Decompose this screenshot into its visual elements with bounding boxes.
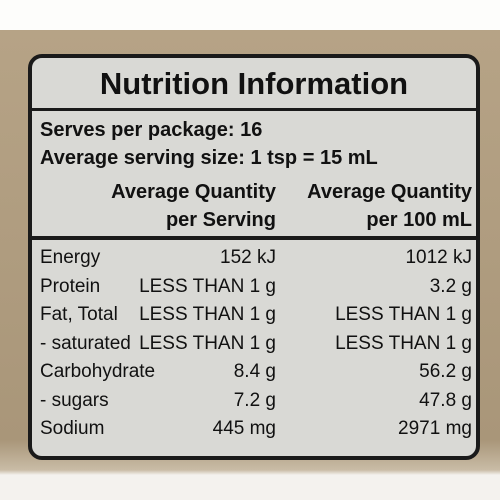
serves: Serves per package: 16: [40, 119, 263, 141]
rule: [32, 236, 476, 240]
nutrient-label: Protein: [40, 275, 101, 297]
value-cell: 152 kJ: [220, 247, 276, 268]
value-cell: 3.2 g: [429, 275, 472, 297]
rule: [32, 108, 476, 111]
value-cell: 7.2 g: [233, 389, 276, 411]
nutrition-panel: Nutrition Information Serves per package…: [28, 54, 480, 460]
nutrient-label: Sodium: [40, 418, 105, 439]
nutrient-label: - saturated: [40, 332, 131, 354]
value-cell: 1012 kJ: [405, 247, 472, 268]
column-header: per 100 mL: [366, 209, 472, 231]
value-cell: 56.2 g: [419, 361, 472, 382]
value-cell: 47.8 g: [419, 389, 472, 411]
column-header: Average Quantity: [307, 181, 472, 203]
value-cell: LESS THAN 1 g: [139, 332, 276, 354]
nutrient-label: Carbohydrate: [40, 361, 156, 382]
nutrient-label: Energy: [40, 247, 101, 268]
value-cell: 445 mg: [212, 418, 276, 439]
value-cell: 2971 mg: [398, 418, 472, 439]
serving-size: Average serving size: 1 tsp = 15 mL: [40, 147, 378, 169]
value-cell: LESS THAN 1 g: [139, 275, 276, 297]
value-cell: LESS THAN 1 g: [335, 332, 472, 354]
value-cell: 8.4 g: [233, 361, 276, 382]
column-header: per Serving: [165, 209, 276, 231]
column-header: Average Quantity: [111, 181, 276, 203]
value-cell: LESS THAN 1 g: [335, 304, 472, 325]
nutrient-label: Fat, Total: [40, 304, 118, 325]
nutrient-label: - sugars: [40, 389, 109, 411]
title: Nutrition Information: [99, 66, 409, 101]
value-cell: LESS THAN 1 g: [139, 304, 276, 325]
